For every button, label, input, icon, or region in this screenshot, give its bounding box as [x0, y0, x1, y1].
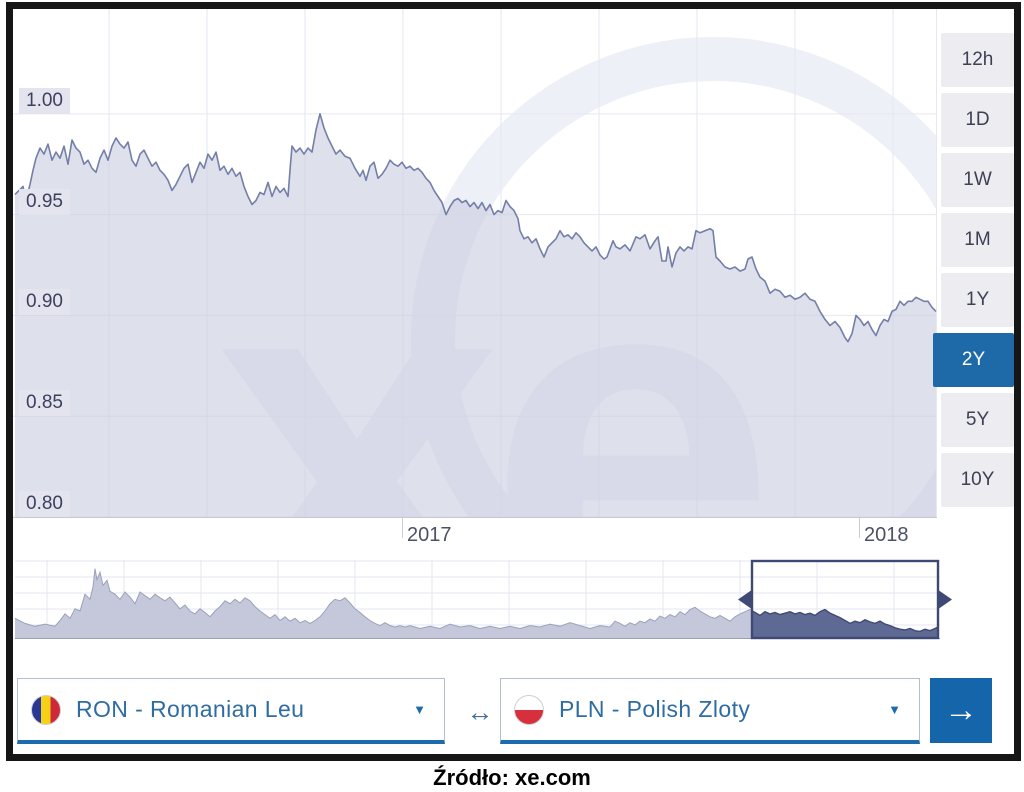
view-chart-button[interactable]: →: [930, 678, 992, 743]
chevron-down-icon: ▼: [888, 702, 901, 717]
range-button-10y[interactable]: 10Y: [941, 453, 1014, 507]
y-axis-label: 0.85: [19, 390, 70, 417]
navigator-canvas[interactable]: [14, 558, 952, 641]
navigator-selection[interactable]: [750, 559, 940, 640]
range-button-1m[interactable]: 1M: [941, 213, 1014, 267]
y-axis-label: 1.00: [19, 87, 70, 114]
range-selector: 12h 1D 1W 1M 1Y 2Y 5Y 10Y: [933, 33, 1014, 513]
y-axis-label: 0.80: [19, 491, 70, 517]
range-button-1y[interactable]: 1Y: [941, 273, 1014, 327]
currency-to-label: PLN - Polish Zloty: [559, 696, 751, 722]
main-chart: xe 1.00 0.95 0.90 0.85 0.80: [13, 9, 937, 517]
y-axis-label: 0.90: [19, 289, 70, 316]
navigator-chart[interactable]: [14, 558, 952, 641]
currency-select-from[interactable]: RON - Romanian Leu ▼: [17, 678, 445, 744]
source-caption: Źródło: xe.com: [433, 765, 591, 790]
right-arrow-icon: →: [944, 691, 978, 729]
swap-currencies-icon: ↔: [466, 697, 494, 727]
range-button-1w[interactable]: 1W: [941, 153, 1014, 207]
x-axis-label: 2018: [864, 524, 909, 546]
range-button-12h[interactable]: 12h: [941, 33, 1014, 87]
x-axis: 2017 2018: [13, 517, 937, 556]
x-axis-label: 2017: [407, 524, 452, 546]
main-chart-canvas: xe: [13, 9, 937, 517]
nav-right-handle[interactable]: [939, 590, 952, 609]
x-axis-tick: [859, 518, 860, 538]
poland-flag-icon: [514, 694, 544, 725]
range-button-2y[interactable]: 2Y: [933, 333, 1014, 387]
nav-left-handle[interactable]: [738, 590, 751, 609]
x-axis-tick: [402, 518, 403, 538]
currency-from-label: RON - Romanian Leu: [76, 696, 305, 722]
chart-frame: xe 1.00 0.95 0.90 0.85 0.80 2017 2018 12h 1D …: [6, 2, 1021, 761]
chevron-down-icon: ▼: [413, 702, 426, 717]
range-button-1d[interactable]: 1D: [941, 93, 1014, 147]
range-button-5y[interactable]: 5Y: [941, 393, 1014, 447]
currency-select-to[interactable]: PLN - Polish Zloty ▼: [500, 678, 920, 744]
y-axis-label: 0.95: [19, 188, 70, 215]
romania-flag-icon: [31, 694, 61, 725]
